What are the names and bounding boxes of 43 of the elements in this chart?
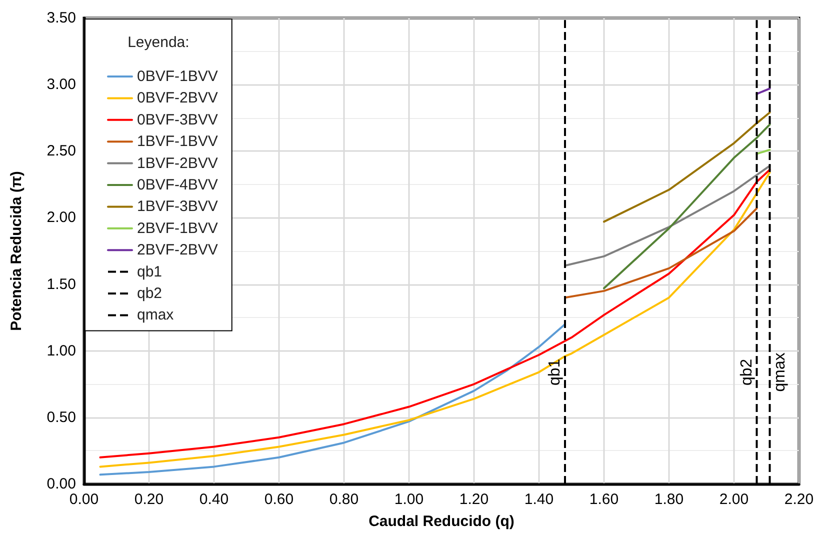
line-series: [564, 164, 771, 267]
y-axis-title: Potencia Reducida (π): [8, 171, 25, 331]
line-series: [603, 112, 771, 223]
y-tick-label: 2.00: [46, 209, 76, 226]
y-tick-label: 1.50: [46, 276, 76, 293]
line-series: [564, 207, 758, 299]
y-tick-label: 0.00: [46, 476, 76, 492]
legend-label: 0BVF-3BVV: [137, 111, 218, 128]
legend-label: 0BVF-1BVV: [137, 68, 218, 85]
x-tick-label: 2.00: [719, 491, 749, 508]
line-series: [99, 323, 566, 476]
y-tick-label: 2.50: [46, 142, 76, 160]
x-tick-label: 1.80: [654, 491, 684, 508]
x-tick-label: 1.00: [394, 491, 424, 508]
x-tick-label: 2.20: [784, 491, 814, 508]
y-tick-label: 3.00: [46, 76, 76, 94]
legend-label: 1BVF-1BVV: [137, 133, 218, 150]
y-tick-label: 0.50: [46, 408, 76, 426]
legend-label: 1BVF-2BVV: [137, 154, 218, 172]
x-tick-label: 0.60: [264, 491, 294, 508]
legend-label: 0BVF-4BVV: [137, 176, 218, 194]
y-tick-label: 1.00: [46, 342, 76, 360]
legend-label: 0BVF-2BVV: [137, 90, 218, 107]
text: qb1: [137, 263, 162, 280]
text: qb2: [137, 285, 162, 302]
x-axis-title: Caudal Reducido (q): [368, 513, 514, 530]
x-tick-label: 0.40: [199, 491, 229, 508]
ref-line-label: qb2: [738, 358, 756, 386]
ref-line-label: qb1: [546, 358, 564, 386]
x-tick-label: 0.00: [69, 491, 99, 508]
line-series: [603, 124, 771, 290]
x-tick-label: 1.40: [524, 491, 554, 508]
y-tick-label: 3.50: [46, 10, 76, 26]
legend-title: Leyenda:: [128, 34, 190, 51]
legend-label: 1BVF-3BVV: [137, 198, 218, 216]
ref-line-label: qmax: [771, 352, 788, 392]
x-tick-label: 0.20: [134, 491, 164, 508]
x-tick-label: 1.60: [589, 491, 619, 508]
text: qmax: [137, 306, 174, 324]
x-tick-label: 1.20: [459, 491, 489, 508]
legend-label: 2BVF-2BVV: [137, 242, 218, 259]
x-tick-label: 0.80: [329, 491, 359, 508]
legend-label: 2BVF-1BVV: [137, 220, 218, 237]
